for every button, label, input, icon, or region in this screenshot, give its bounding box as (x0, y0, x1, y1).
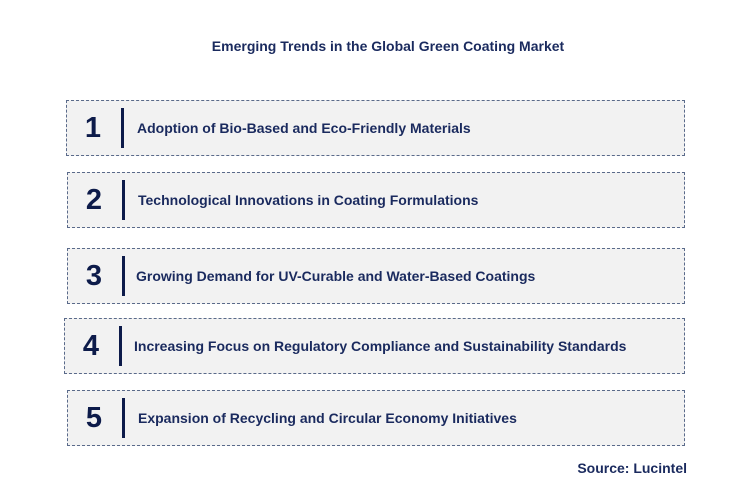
trend-divider (122, 180, 125, 220)
trend-item-1: 1 Adoption of Bio-Based and Eco-Friendly… (66, 100, 685, 156)
trend-number: 4 (82, 329, 100, 362)
trend-number: 5 (85, 401, 103, 434)
trend-number: 3 (85, 259, 103, 292)
trend-label: Adoption of Bio-Based and Eco-Friendly M… (137, 120, 471, 136)
trend-number: 2 (85, 183, 103, 216)
trend-item-5: 5 Expansion of Recycling and Circular Ec… (67, 390, 685, 446)
trend-divider (122, 256, 125, 296)
trend-label: Technological Innovations in Coating For… (138, 192, 479, 208)
trend-divider (119, 326, 122, 366)
trend-divider (122, 398, 125, 438)
source-label: Source: Lucintel (577, 460, 687, 476)
trend-divider (121, 108, 124, 148)
trend-label: Growing Demand for UV-Curable and Water-… (136, 268, 536, 284)
trend-label: Increasing Focus on Regulatory Complianc… (134, 338, 627, 354)
trend-item-2: 2 Technological Innovations in Coating F… (67, 172, 685, 228)
page-title: Emerging Trends in the Global Green Coat… (211, 38, 565, 54)
trend-label: Expansion of Recycling and Circular Econ… (138, 410, 517, 426)
trend-item-3: 3 Growing Demand for UV-Curable and Wate… (67, 248, 685, 304)
trend-number: 1 (84, 111, 102, 144)
trend-item-4: 4 Increasing Focus on Regulatory Complia… (64, 318, 685, 374)
